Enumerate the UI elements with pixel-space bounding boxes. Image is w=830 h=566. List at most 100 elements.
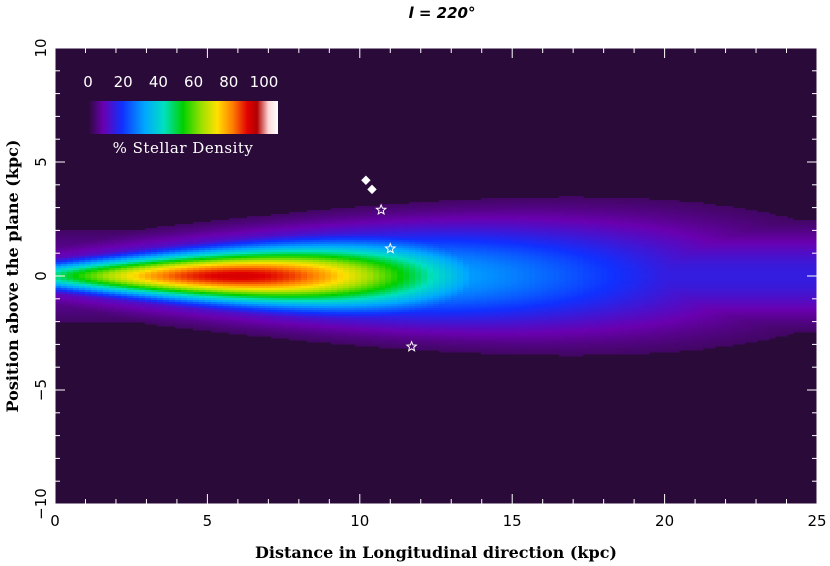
density-cell <box>457 224 464 227</box>
density-cell <box>637 280 644 283</box>
density-cell <box>511 234 518 237</box>
density-cell <box>685 214 692 217</box>
density-cell <box>409 246 416 249</box>
density-cell <box>643 276 650 279</box>
density-cell <box>139 268 146 271</box>
density-cell <box>61 260 68 263</box>
density-cell <box>319 262 326 265</box>
density-cell <box>199 274 206 277</box>
density-cell <box>67 264 74 267</box>
density-cell <box>757 250 764 253</box>
density-cell <box>223 236 230 239</box>
density-cell <box>409 274 416 277</box>
density-cell <box>103 244 110 247</box>
density-cell <box>427 230 434 233</box>
density-cell <box>739 276 746 279</box>
density-cell <box>295 270 302 273</box>
density-cell <box>499 254 506 257</box>
density-cell <box>613 260 620 263</box>
density-cell <box>691 258 698 261</box>
density-cell <box>337 284 344 287</box>
density-cell <box>331 270 338 273</box>
density-cell <box>619 212 626 215</box>
density-cell <box>307 216 314 219</box>
density-cell <box>679 208 686 211</box>
density-cell <box>241 250 248 253</box>
density-cell <box>271 254 278 257</box>
density-cell <box>223 284 230 287</box>
density-cell <box>715 264 722 267</box>
density-cell <box>589 260 596 263</box>
density-cell <box>289 258 296 261</box>
density-cell <box>505 242 512 245</box>
density-cell <box>709 236 716 239</box>
density-cell <box>655 276 662 279</box>
density-cell <box>559 238 566 241</box>
density-cell <box>709 218 716 221</box>
density-cell <box>619 204 626 207</box>
density-cell <box>115 240 122 243</box>
density-cell <box>109 246 116 249</box>
density-cell <box>421 228 428 231</box>
density-cell <box>439 286 446 289</box>
density-cell <box>637 212 644 215</box>
density-cell <box>811 242 817 245</box>
density-cell <box>103 272 110 275</box>
density-cell <box>199 240 206 243</box>
density-cell <box>511 236 518 239</box>
density-cell <box>439 284 446 287</box>
density-cell <box>643 238 650 241</box>
density-cell <box>109 252 116 255</box>
density-cell <box>349 268 356 271</box>
density-cell <box>403 210 410 213</box>
density-cell <box>643 258 650 261</box>
density-cell <box>715 242 722 245</box>
density-cell <box>253 256 260 259</box>
density-cell <box>661 252 668 255</box>
density-cell <box>331 284 338 287</box>
density-cell <box>595 286 602 289</box>
density-cell <box>775 232 782 235</box>
density-cell <box>151 234 158 237</box>
density-cell <box>529 202 536 205</box>
density-cell <box>289 234 296 237</box>
density-cell <box>223 238 230 241</box>
density-cell <box>373 218 380 221</box>
density-cell <box>571 260 578 263</box>
density-cell <box>271 228 278 231</box>
density-cell <box>181 224 188 227</box>
density-cell <box>745 248 752 251</box>
density-cell <box>559 262 566 265</box>
density-cell <box>199 252 206 255</box>
density-cell <box>601 252 608 255</box>
density-cell <box>667 278 674 281</box>
density-cell <box>787 238 794 241</box>
density-cell <box>637 256 644 259</box>
density-cell <box>757 244 764 247</box>
density-cell <box>235 264 242 267</box>
density-cell <box>73 274 80 277</box>
density-cell <box>187 224 194 227</box>
density-cell <box>721 244 728 247</box>
density-cell <box>283 250 290 253</box>
density-cell <box>571 270 578 273</box>
density-cell <box>199 238 206 241</box>
density-cell <box>301 220 308 223</box>
density-cell <box>67 240 74 243</box>
density-cell <box>55 272 62 275</box>
density-cell <box>547 206 554 209</box>
density-cell <box>391 264 398 267</box>
density-cell <box>211 258 218 261</box>
density-cell <box>397 252 404 255</box>
density-cell <box>61 252 68 255</box>
density-cell <box>265 226 272 229</box>
density-cell <box>535 248 542 251</box>
density-cell <box>613 252 620 255</box>
density-cell <box>61 238 68 241</box>
density-cell <box>595 230 602 233</box>
density-cell <box>403 240 410 243</box>
density-cell <box>787 230 794 233</box>
density-cell <box>55 278 62 281</box>
density-cell <box>781 272 788 275</box>
density-cell <box>691 234 698 237</box>
